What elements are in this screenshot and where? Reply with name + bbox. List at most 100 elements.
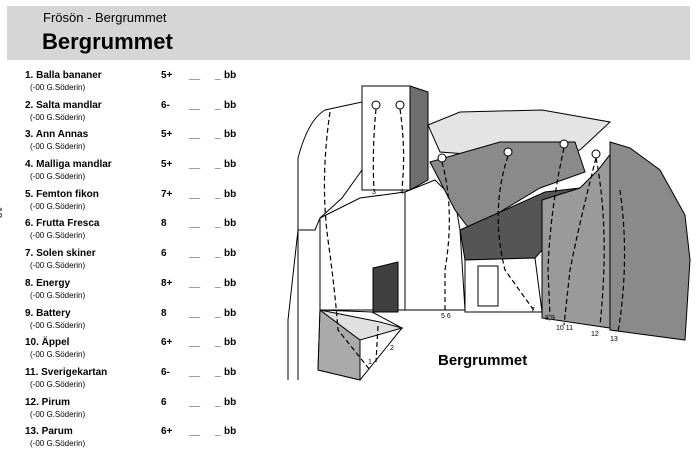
topo-caption: Bergrummet (438, 352, 528, 369)
route-line (563, 157, 597, 326)
route-blank: __ (189, 337, 201, 349)
route-grade: 5+ (161, 70, 173, 81)
route-grade: 6 (161, 396, 167, 408)
topo-label: 2 (390, 345, 394, 352)
route-grade: 5+ (161, 159, 173, 171)
route-name: 4. Malliga mandlar (25, 159, 112, 171)
route-bb: bb (224, 70, 237, 81)
route-credit: (-00 G.Söderin) (30, 83, 86, 92)
route-entry: 2. Salta mandlar (-00 G.Söderin) 6- __ _… (25, 100, 255, 130)
topo-diagram: 1 2 3 4 5 6 7 8,9 10 11 12 13 (287, 85, 691, 381)
route-blank: __ (189, 396, 201, 408)
route-entry: 9. Battery (-00 G.Söderin) 8 __ _ bb (25, 308, 255, 338)
route-grade: 6- (161, 99, 170, 111)
topo-label: 7 (531, 307, 535, 314)
route-bb: bb (224, 307, 237, 319)
route-name: 9. Battery (25, 307, 71, 319)
route-line (441, 161, 450, 312)
anchor (371, 100, 381, 110)
route-name: 8. Energy (25, 277, 71, 289)
topo-label: 8,9 (545, 315, 555, 322)
route-credit: (-00 G.Söderin) (30, 231, 86, 241)
route-blank: _ (215, 277, 221, 289)
route-grade: 8 (161, 307, 167, 319)
route-grade: 7+ (161, 188, 173, 200)
route-blank: __ (189, 70, 201, 81)
route-bb: bb (224, 99, 237, 111)
route-blank: __ (189, 188, 201, 200)
route-name: 10. Äppel (25, 337, 70, 349)
route-blank: _ (215, 129, 221, 141)
route-line (375, 325, 379, 363)
pillar-side (409, 85, 429, 191)
route-entry: 1. Balla bananer (-00 G.Söderin) 5+ __ _… (25, 70, 255, 100)
route-credit: (-00 G.Söderin) (30, 439, 86, 449)
wall-rear-grey (429, 141, 586, 231)
route-blank: __ (189, 129, 201, 141)
topo-label: 5 6 (441, 313, 451, 320)
topo-label: 4 (400, 189, 404, 196)
route-name: 12. Pirum (25, 396, 71, 408)
route-grade: 6+ (161, 426, 173, 438)
route-credit: (-00 G.Söderin) (30, 112, 86, 122)
route-credit: (-00 G.Söderin) (30, 320, 86, 330)
route-entry: 5. Femton fikon (-00 G.Söderin) 7+ __ _ … (25, 189, 255, 219)
route-blank: _ (215, 248, 221, 260)
route-line (372, 108, 377, 191)
route-blank: __ (189, 159, 201, 171)
floor-line (287, 229, 299, 380)
route-blank: __ (189, 366, 201, 378)
route-blank: __ (189, 248, 201, 260)
route-blank: _ (215, 426, 221, 438)
route-line (399, 108, 405, 189)
page-number: 18 (0, 207, 3, 219)
route-blank: __ (189, 99, 201, 111)
route-blank: _ (215, 159, 221, 171)
route-credit: (-00 G.Söderin) (30, 261, 86, 271)
route-name: 6. Frutta Fresca (25, 218, 100, 230)
anchor (437, 153, 447, 163)
route-name: 3. Ann Annas (25, 129, 89, 141)
route-name: 5. Femton fikon (25, 188, 99, 200)
route-entry: 4. Malliga mandlar (-00 G.Söderin) 5+ __… (25, 159, 255, 189)
wall-far-right (609, 141, 691, 341)
route-bb: bb (224, 337, 237, 349)
route-name: 7. Solen skiner (25, 248, 96, 260)
route-bb: bb (224, 159, 237, 171)
route-line (595, 157, 605, 326)
doorway-dark (372, 261, 399, 313)
route-credit: (-00 G.Söderin) (30, 350, 86, 360)
route-credit: (-00 G.Söderin) (30, 409, 86, 419)
route-entry: 12. Pirum (-00 G.Söderin) 6 __ _ bb (25, 397, 255, 427)
route-credit: (-00 G.Söderin) (30, 290, 86, 300)
anchor (395, 100, 405, 110)
breadcrumb: Frösön - Bergrummet (43, 10, 167, 25)
route-grade: 5+ (161, 129, 173, 141)
route-blank: _ (215, 70, 221, 81)
route-credit: (-00 G.Söderin) (30, 201, 86, 211)
route-name: 11. Sverigekartan (25, 366, 108, 378)
route-bb: bb (224, 129, 237, 141)
route-bb: bb (224, 218, 237, 230)
page-title: Bergrummet (42, 29, 173, 54)
route-credit: (-00 G.Söderin) (30, 142, 86, 152)
route-list: 1. Balla bananer (-00 G.Söderin) 5+ __ _… (25, 70, 255, 456)
route-grade: 6 (161, 248, 167, 260)
route-blank: _ (215, 99, 221, 111)
route-name: 1. Balla bananer (25, 70, 102, 81)
front-block-top (319, 309, 404, 341)
route-blank: __ (189, 307, 201, 319)
wall-left-panel (297, 101, 363, 231)
route-bb: bb (224, 396, 237, 408)
page-header: Frösön - Bergrummet Bergrummet (7, 6, 690, 60)
route-entry: 3. Ann Annas (-00 G.Söderin) 5+ __ _ bb (25, 129, 255, 159)
route-bb: bb (224, 426, 237, 438)
anchor (559, 139, 569, 149)
route-grade: 6+ (161, 337, 173, 349)
topo-label: 1 (368, 359, 372, 366)
topo-label: 12 (591, 331, 599, 338)
route-entry: 8. Energy (-00 G.Söderin) 8+ __ _ bb (25, 278, 255, 308)
route-credit: (-00 G.Söderin) (30, 379, 86, 389)
topo-label: 10 11 (556, 325, 573, 332)
route-grade: 6- (161, 366, 170, 378)
